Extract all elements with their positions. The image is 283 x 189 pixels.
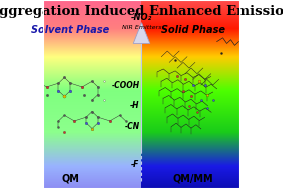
Text: QM: QM <box>61 174 79 184</box>
Text: -COOH: -COOH <box>112 81 140 90</box>
Text: Solid Phase: Solid Phase <box>161 25 225 35</box>
Text: Aggregation Induced Enhanced Emission: Aggregation Induced Enhanced Emission <box>0 5 283 18</box>
Text: -NO₂: -NO₂ <box>131 13 152 22</box>
Text: -CN: -CN <box>125 122 140 131</box>
Text: NIR Emitters: NIR Emitters <box>122 25 161 29</box>
Polygon shape <box>133 23 150 43</box>
Text: -F: -F <box>131 160 140 169</box>
Text: QM/MM: QM/MM <box>173 174 213 184</box>
Text: Solvent Phase: Solvent Phase <box>31 25 110 35</box>
Text: -H: -H <box>130 101 140 110</box>
